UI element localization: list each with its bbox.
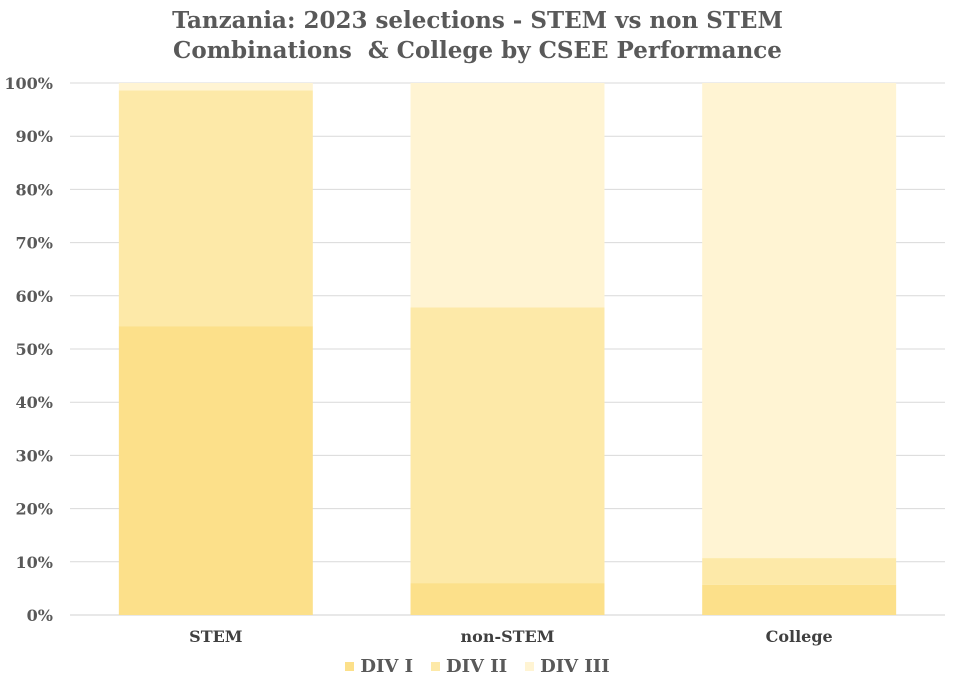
legend-label: DIV II	[446, 656, 508, 677]
chart-title-line-1: Tanzania: 2023 selections - STEM vs non …	[172, 7, 783, 34]
chart-title-line-2: Combinations & College by CSEE Performan…	[173, 37, 782, 64]
y-tick-label: 0%	[27, 606, 53, 625]
bar-segment-div-i	[702, 584, 897, 615]
bars	[118, 83, 897, 615]
y-tick-label: 20%	[16, 500, 53, 519]
legend-label: DIV III	[540, 656, 610, 677]
x-axis: STEM non-STEM College	[189, 627, 833, 646]
legend-swatch	[525, 662, 535, 671]
legend: DIV I DIV II DIV III	[0, 656, 955, 677]
legend-item: DIV I	[345, 656, 413, 677]
legend-swatch	[431, 662, 441, 671]
x-category-label: College	[766, 627, 833, 646]
bar-segment-div-i	[118, 326, 313, 615]
bar-segment-div-iii	[702, 83, 897, 559]
y-tick-label: 30%	[16, 446, 53, 465]
bar-segment-div-ii	[118, 90, 313, 327]
bar-segment-div-ii	[410, 307, 605, 584]
y-tick-label: 90%	[16, 127, 53, 146]
bar-segment-div-iii	[410, 83, 605, 308]
y-tick-label: 40%	[16, 393, 53, 412]
x-category-label: STEM	[189, 627, 242, 646]
y-tick-label: 80%	[16, 180, 53, 199]
bar-segment-div-ii	[702, 558, 897, 585]
legend-label: DIV I	[360, 656, 414, 677]
x-category-label: non-STEM	[461, 627, 555, 646]
y-tick-label: 10%	[16, 553, 53, 572]
y-tick-label: 50%	[16, 340, 53, 359]
legend-item: DIV III	[525, 656, 610, 677]
legend-item: DIV II	[431, 656, 507, 677]
bar-segment-div-i	[410, 583, 605, 615]
y-axis: 0% 10% 20% 30% 40% 50% 60% 70% 80% 90% 100%	[4, 74, 53, 625]
y-tick-label: 70%	[16, 234, 53, 253]
y-tick-label: 100%	[4, 74, 53, 93]
y-tick-label: 60%	[16, 287, 53, 306]
bar-segment-div-iii	[118, 83, 313, 91]
chart-title: Tanzania: 2023 selections - STEM vs non …	[0, 6, 955, 66]
legend-swatch	[345, 662, 355, 671]
